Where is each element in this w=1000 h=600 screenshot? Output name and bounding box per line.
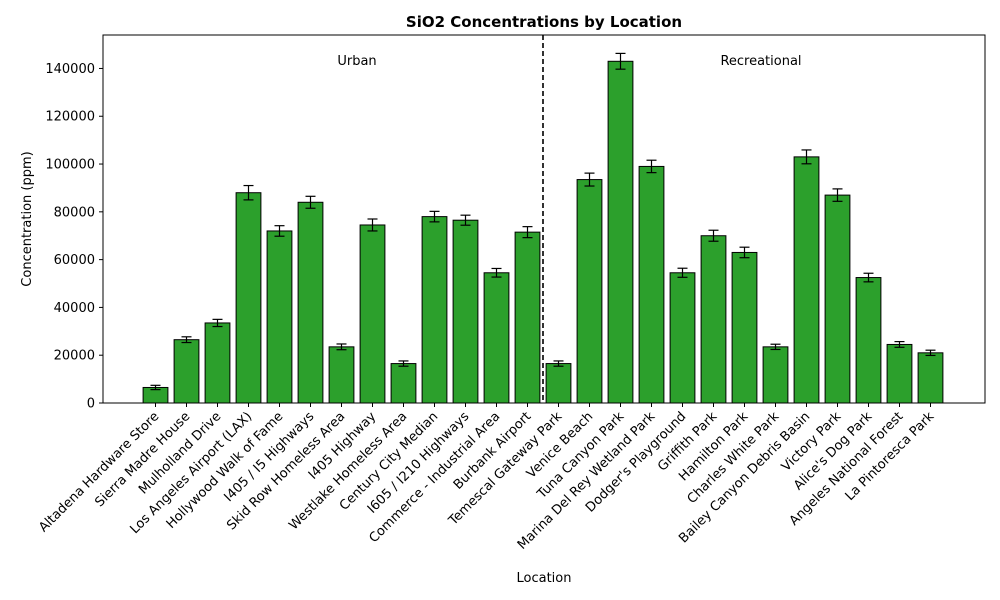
error-bar-15	[615, 52, 626, 70]
group-label-urban: Urban	[337, 54, 376, 69]
error-bar-8	[398, 360, 409, 367]
bar-1	[173, 339, 200, 404]
bar-7	[359, 224, 386, 404]
bar-18	[700, 235, 727, 404]
bar-25	[917, 352, 944, 404]
bar-3	[235, 192, 262, 404]
y-tick-label: 80000	[54, 205, 95, 220]
bar-5	[297, 201, 324, 404]
error-bar-0	[150, 384, 161, 391]
error-bar-10	[460, 214, 471, 226]
y-tick-label: 60000	[54, 253, 95, 268]
bar-8	[390, 363, 417, 404]
bar-16	[638, 165, 665, 404]
y-tick-label: 0	[87, 397, 95, 412]
error-bar-24	[894, 340, 905, 348]
x-axis-label: Location	[517, 571, 572, 586]
error-bar-4	[274, 225, 285, 237]
error-bar-2	[212, 318, 223, 328]
y-tick-label: 100000	[45, 158, 95, 173]
bar-21	[793, 156, 820, 404]
bar-23	[855, 277, 882, 404]
chart-title: SiO2 Concentrations by Location	[406, 13, 682, 31]
bar-22	[824, 194, 851, 404]
bar-17	[669, 272, 696, 404]
bar-24	[886, 343, 913, 404]
plot-area: Urban Recreational 0 20000 40000 60000 80000 10…	[36, 34, 986, 553]
error-bar-20	[770, 343, 781, 351]
error-bar-18	[708, 229, 719, 242]
bar-20	[762, 346, 789, 404]
error-bar-21	[801, 149, 812, 165]
bar-6	[328, 346, 355, 404]
bar-15	[607, 60, 634, 404]
bar-4	[266, 230, 293, 404]
error-bar-16	[646, 159, 657, 174]
error-bar-25	[925, 349, 936, 357]
plot-frame	[102, 34, 986, 404]
error-bar-3	[243, 184, 254, 201]
error-bar-11	[491, 267, 502, 278]
y-tick-label: 140000	[45, 62, 95, 77]
error-bar-1	[181, 336, 192, 344]
error-bar-14	[584, 172, 595, 187]
y-tick-label: 20000	[54, 349, 95, 364]
bar-11	[483, 272, 510, 404]
y-tick-label: 40000	[54, 301, 95, 316]
error-bar-12	[522, 226, 533, 239]
bar-14	[576, 179, 603, 404]
bar-10	[452, 219, 479, 404]
group-label-recreational: Recreational	[720, 54, 801, 69]
bar-13	[545, 363, 572, 404]
error-bar-22	[832, 188, 843, 202]
error-bar-5	[305, 195, 316, 209]
error-bar-23	[863, 272, 874, 283]
error-bar-13	[553, 360, 564, 367]
bar-12	[514, 231, 541, 404]
error-bar-9	[429, 210, 440, 223]
error-bar-7	[367, 218, 378, 232]
y-axis-label: Concentration (ppm)	[20, 151, 35, 286]
bar-19	[731, 251, 758, 404]
bar-2	[204, 322, 231, 404]
error-bar-6	[336, 343, 347, 351]
error-bar-17	[677, 267, 688, 278]
bar-9	[421, 216, 448, 404]
error-bar-19	[739, 246, 750, 259]
y-tick-label: 120000	[45, 110, 95, 125]
